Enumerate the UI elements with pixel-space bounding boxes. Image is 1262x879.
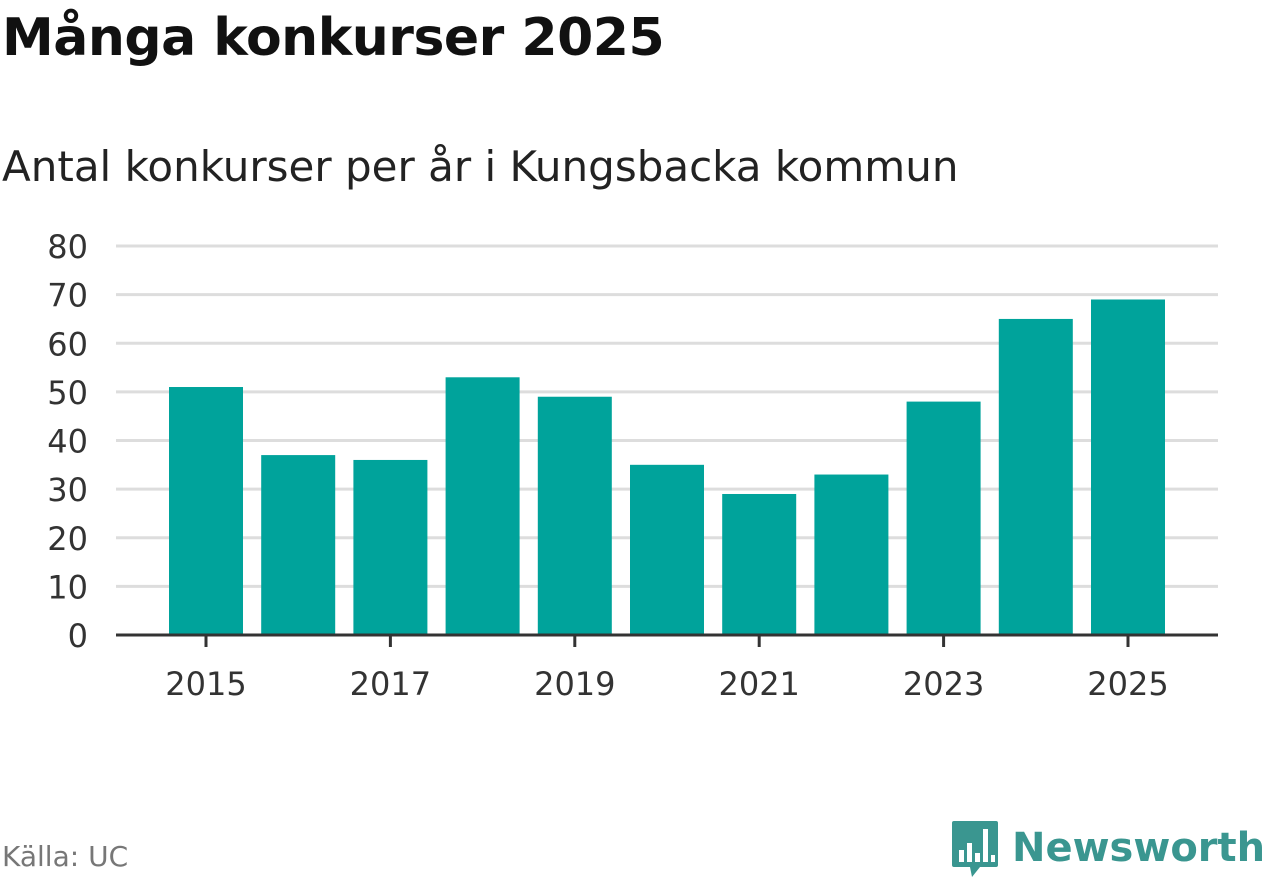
x-tick-label: 2017	[350, 665, 431, 703]
y-tick-label: 20	[47, 520, 88, 558]
y-tick-label: 60	[47, 325, 88, 363]
y-tick-label: 50	[47, 374, 88, 412]
x-tick-label: 2021	[718, 665, 799, 703]
bar-2018	[445, 377, 520, 635]
bar-2024	[998, 318, 1073, 635]
bars	[169, 299, 1165, 635]
y-tick-label: 80	[47, 228, 88, 266]
y-tick-label: 40	[47, 423, 88, 461]
bar-2015	[169, 387, 243, 635]
chart-subtitle: Antal konkurser per år i Kungsbacka komm…	[2, 142, 959, 191]
chart-title: Många konkurser 2025	[2, 8, 665, 68]
bar-2019	[537, 396, 612, 635]
bar-2020	[630, 464, 704, 635]
bar-chart-speech-bubble-icon	[952, 821, 998, 877]
x-tick-label: 2019	[534, 665, 615, 703]
y-tick-label: 0	[68, 617, 88, 655]
brand-logo: Newsworthy	[950, 818, 1262, 878]
bar-2021	[722, 493, 797, 635]
brand-name: Newsworthy	[1012, 825, 1262, 871]
x-tick-label: 2015	[165, 665, 246, 703]
bar-2023	[906, 401, 981, 635]
bar-2025	[1091, 299, 1165, 635]
x-axis-ticks: 2015 2017 2019 2021 2023 2025	[165, 635, 1169, 703]
bar-2022	[814, 474, 889, 635]
y-axis-ticks: 0 10 20 30 40 50 60 70 80	[47, 228, 88, 655]
y-tick-label: 30	[47, 471, 88, 509]
bar-2016	[261, 455, 336, 635]
x-tick-label: 2023	[903, 665, 984, 703]
y-tick-label: 10	[47, 568, 88, 606]
source-note: Källa: UC	[2, 840, 129, 873]
bar-2017	[353, 459, 428, 635]
x-tick-label: 2025	[1087, 665, 1168, 703]
y-tick-label: 70	[47, 277, 88, 315]
